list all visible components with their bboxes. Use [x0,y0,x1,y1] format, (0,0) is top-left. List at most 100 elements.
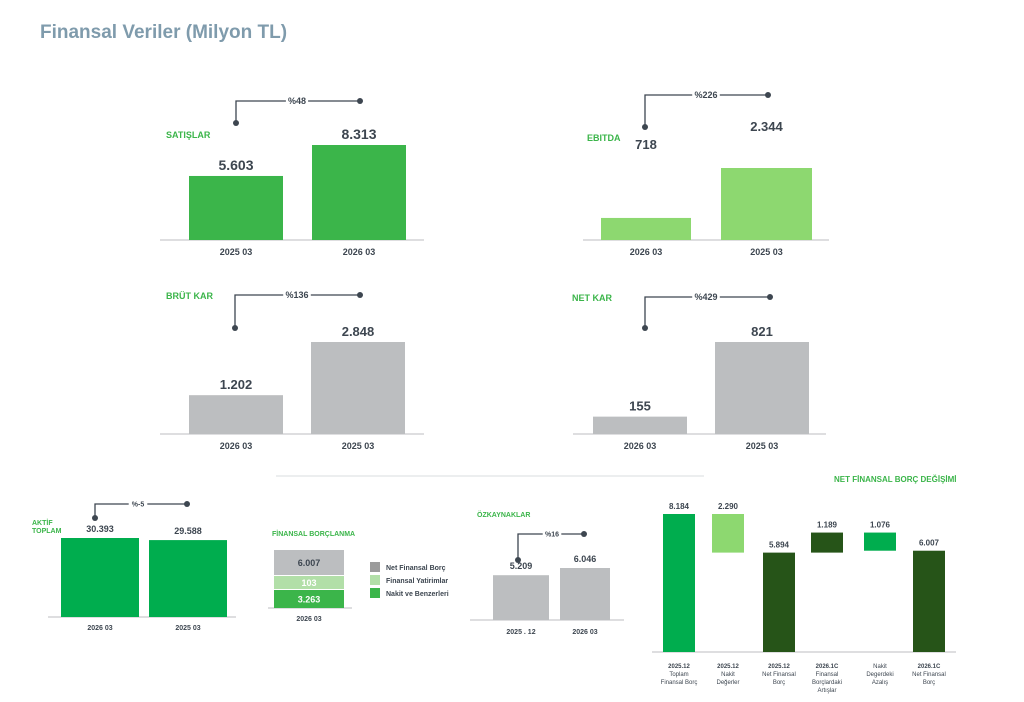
waterfall-bar [763,552,795,652]
waterfall-tick-label: Finansal [816,672,839,678]
satislar-title: SATIŞLAR [166,130,211,140]
ebitda-connector-dot [765,92,771,98]
waterfall-value-label: 5.894 [769,541,790,550]
net-kar-value-label: 821 [751,324,773,339]
waterfall-tick-label: 2025.12 [768,664,790,670]
ebitda-connector-dot [642,124,648,130]
finansal-borclanma-value-label: 3.263 [298,595,321,605]
aktif-toplam-title: TOPLAM [32,528,62,535]
aktif-toplam-connector-dot [184,501,190,507]
net-kar-title: NET KAR [572,293,612,303]
waterfall-tick-label: 2025.12 [717,664,739,670]
legend-swatch [370,562,380,572]
waterfall-tick-label: Borç [923,680,935,686]
waterfall-tick-label: 2025.12 [668,664,690,670]
waterfall-tick-label: 2026.1C [816,664,839,670]
ebitda-value-label: 2.344 [750,119,783,134]
waterfall-tick-label: Net Finansal [762,672,796,678]
aktif-toplam-bar [149,540,227,617]
aktif-toplam-change-label-bg [128,499,148,509]
net-kar-tick-label: 2026 03 [624,441,657,451]
waterfall-value-label: 8.184 [669,502,690,511]
waterfall-tick-label: Azalış [872,680,888,686]
net-finansal-borc-degisimi-chart: NET FİNANSAL BORÇ DEĞİŞİMİ 8.184 2025.12 To… [652,475,957,694]
brut-kar-value-label: 1.202 [220,377,253,392]
ebitda-bar [721,168,812,240]
satislar-change-connector [235,100,360,123]
ebitda-title: EBITDA [587,133,621,143]
finansal-borclanma-segment [274,590,344,608]
aktif-toplam-tick-label: 2026 03 [87,625,112,632]
net-kar-connector-dot [767,294,773,300]
aktif-toplam-value-label: 29.588 [174,526,202,536]
ozkaynaklar-change-connector [517,533,584,560]
ebitda-tick-label: 2026 03 [630,247,663,257]
ozkaynaklar-bar [560,568,610,620]
satislar-chart: SATIŞLAR 5.603 2025 03 8.313 2026 03 %48 [160,94,424,257]
waterfall-bar [913,550,945,652]
satislar-tick-label: 2025 03 [220,247,253,257]
net-kar-value-label: 155 [629,399,651,414]
net-kar-connector-dot [642,325,648,331]
net-kar-change-connector [644,296,770,328]
finansal-borclanma-segment [274,550,344,575]
waterfall-tick-label: Degerdeki [866,672,893,678]
ozkaynaklar-title: ÖZKAYNAKLAR [477,510,530,519]
ozkaynaklar-change-label: %16 [545,531,559,538]
ozkaynaklar-connector-dot [515,557,521,563]
ebitda-value-label: 718 [635,137,657,152]
finansal-borclanma-segment [274,576,344,589]
waterfall-tick-label: Borç [773,680,785,686]
brut-kar-change-label-bg [283,288,311,301]
net-kar-bar [715,342,809,434]
net-kar-tick-label: 2025 03 [746,441,779,451]
net-kar-change-label: %429 [694,292,717,302]
net-kar-change-label-bg [692,290,720,303]
satislar-connector-dot [233,120,239,126]
brut-kar-bar [189,395,283,434]
waterfall-bar [811,532,843,553]
waterfall-tick-label: Nakit [873,664,887,670]
satislar-connector-dot [357,98,363,104]
ozkaynaklar-value-label: 5.209 [510,561,533,571]
aktif-toplam-tick-label: 2025 03 [175,625,200,632]
finansal-borclanma-tick-label: 2026 03 [296,616,321,623]
finansal-borclanma-chart: FİNANSAL BORÇLANMA 3.263 103 6.007 2026 03 Ne… [268,530,449,623]
satislar-change-label: %48 [288,96,306,106]
waterfall-title: NET FİNANSAL BORÇ DEĞİŞİMİ [834,475,957,484]
waterfall-value-label: 6.007 [919,539,940,548]
satislar-tick-label: 2026 03 [343,247,376,257]
brut-kar-bar [311,342,405,434]
waterfall-tick-label: Finansal Borç [661,680,698,686]
waterfall-bar [712,514,744,553]
aktif-toplam-change-connector [94,503,187,518]
waterfall-tick-label: Değerler [716,680,739,686]
ebitda-change-label-bg [692,88,720,101]
ozkaynaklar-tick-label: 2026 03 [572,629,597,636]
waterfall-tick-label: 2026.1C [918,664,941,670]
aktif-toplam-connector-dot [92,515,98,521]
aktif-toplam-title: AKTİF [32,519,53,527]
brut-kar-change-connector [234,294,360,328]
waterfall-tick-label: Net Finansal [912,672,946,678]
ozkaynaklar-chart: ÖZKAYNAKLAR 5.209 2025 . 12 6.046 2026 03 %16 [470,510,624,636]
net-kar-chart: NET KAR 155 2026 03 821 2025 03 %429 [572,290,826,451]
brut-kar-chart: BRÜT KAR 1.202 2026 03 2.848 2025 03 %136 [160,288,424,451]
waterfall-tick-label: Borçlardaki [812,680,842,686]
finansal-borclanma-value-label: 6.007 [298,558,321,568]
brut-kar-value-label: 2.848 [342,324,375,339]
ebitda-bar [601,217,691,240]
legend-swatch [370,588,380,598]
brut-kar-tick-label: 2025 03 [342,441,375,451]
brut-kar-tick-label: 2026 03 [220,441,253,451]
ebitda-change-connector [644,94,768,127]
satislar-value-label: 8.313 [341,126,376,142]
ebitda-change-label: %226 [694,90,717,100]
ebitda-tick-label: 2025 03 [750,247,783,257]
waterfall-tick-label: Artışlar [817,688,836,694]
waterfall-tick-label: Toplam [669,672,688,678]
satislar-bar [312,145,406,240]
